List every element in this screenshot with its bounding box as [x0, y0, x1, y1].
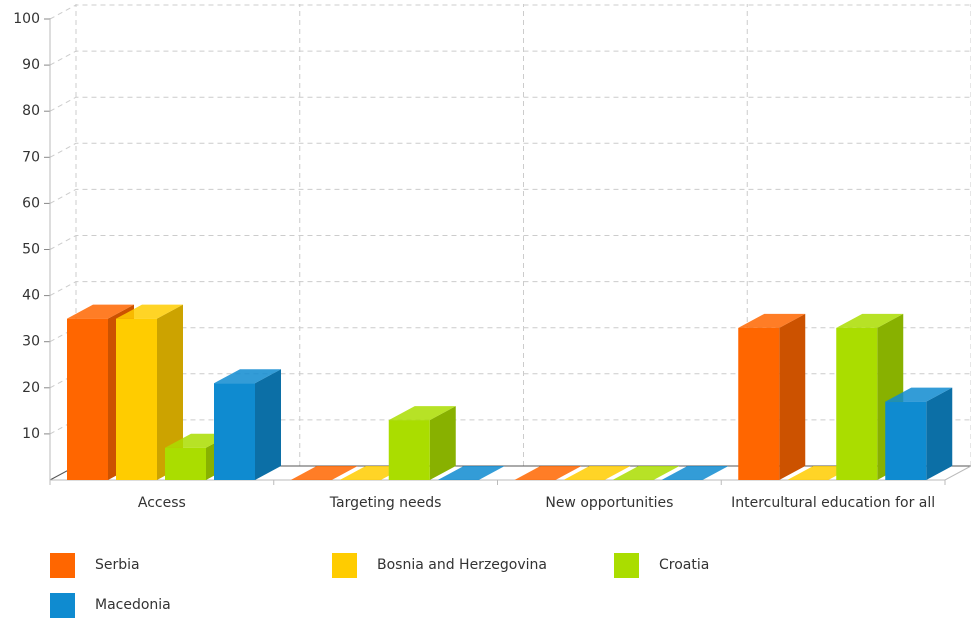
- bar-front: [214, 383, 255, 480]
- bar: [116, 304, 183, 480]
- bar-side: [779, 313, 806, 480]
- bar-top: [563, 466, 631, 480]
- bar-front: [165, 447, 206, 480]
- legend-swatch: [50, 593, 75, 618]
- grid-line: [49, 50, 971, 66]
- chart: 10 20 30 40 50 60 70 80 90 100: [13, 4, 971, 485]
- bar-side: [255, 369, 281, 480]
- grid-line: [49, 327, 971, 343]
- bar-top: [885, 387, 953, 402]
- y-tick-label: 50: [22, 242, 40, 258]
- bar: [290, 466, 358, 480]
- legend-swatch: [332, 553, 357, 578]
- legend-swatch: [614, 553, 639, 578]
- grid-line: [49, 235, 971, 250]
- bar-front: [67, 318, 108, 480]
- legend-label: Serbia: [95, 557, 140, 573]
- y-tick-label: 30: [22, 334, 40, 350]
- legend: Serbia Bosnia and Herzegovina Croatia Maced…: [50, 553, 950, 633]
- bar-side: [157, 304, 183, 480]
- y-tick-label: 20: [22, 380, 40, 396]
- x-tick-label: Targeting needs: [329, 495, 442, 511]
- page: {"chart_data": {"type": "bar3d", "catego…: [13, 4, 971, 618]
- bar-front: [116, 318, 157, 480]
- bar-top: [514, 466, 582, 480]
- legend-item: Croatia: [614, 553, 896, 593]
- legend-item: Macedonia: [50, 593, 332, 633]
- grid-line: [49, 419, 971, 435]
- bar: [514, 466, 582, 480]
- bar: [388, 406, 456, 480]
- y-tick-label: 60: [22, 195, 40, 211]
- bar-top: [388, 406, 456, 421]
- legend-label: Macedonia: [95, 597, 171, 613]
- legend-item: Bosnia and Herzegovina: [332, 553, 614, 593]
- bar: [612, 466, 680, 480]
- legend-swatch: [50, 553, 75, 578]
- bar: [563, 466, 631, 480]
- grid-line: [49, 188, 971, 204]
- bar-top: [214, 369, 281, 384]
- bar-top: [67, 304, 134, 319]
- bar-top: [612, 466, 680, 480]
- bar: [437, 466, 505, 480]
- x-tick-label: New opportunities: [545, 495, 674, 511]
- bar-front: [388, 420, 430, 480]
- bar: [214, 369, 281, 480]
- legend-label: Croatia: [659, 557, 710, 573]
- bar-front: [738, 327, 780, 480]
- legend-label: Bosnia and Herzegovina: [377, 557, 547, 573]
- bar-top: [661, 466, 729, 480]
- grid-line: [49, 281, 971, 297]
- bar-top: [290, 466, 358, 480]
- bar: [885, 387, 953, 480]
- bar-top: [437, 466, 505, 480]
- bar-top: [116, 304, 183, 319]
- bar: [738, 313, 806, 480]
- y-tick-label: 40: [22, 288, 40, 304]
- bar-side: [429, 406, 456, 480]
- grid-line: [49, 373, 971, 389]
- x-tick-label: Intercultural education for all: [731, 495, 936, 511]
- bar-front: [836, 327, 878, 480]
- grid-line: [49, 96, 971, 112]
- y-tick-label: 70: [22, 149, 40, 165]
- y-tick-label: 100: [13, 11, 40, 27]
- y-tick-label: 90: [22, 57, 40, 73]
- x-tick-label: Access: [137, 495, 186, 511]
- bar-side: [926, 387, 953, 480]
- bar-front: [885, 401, 927, 480]
- grid-line: [49, 4, 971, 20]
- bar-top: [836, 313, 904, 328]
- y-tick-label: 80: [22, 103, 40, 119]
- bar: [661, 466, 729, 480]
- y-tick-label: 10: [22, 426, 40, 442]
- grid-line: [49, 142, 971, 158]
- legend-item: Serbia: [50, 553, 332, 593]
- bar-top: [738, 313, 806, 328]
